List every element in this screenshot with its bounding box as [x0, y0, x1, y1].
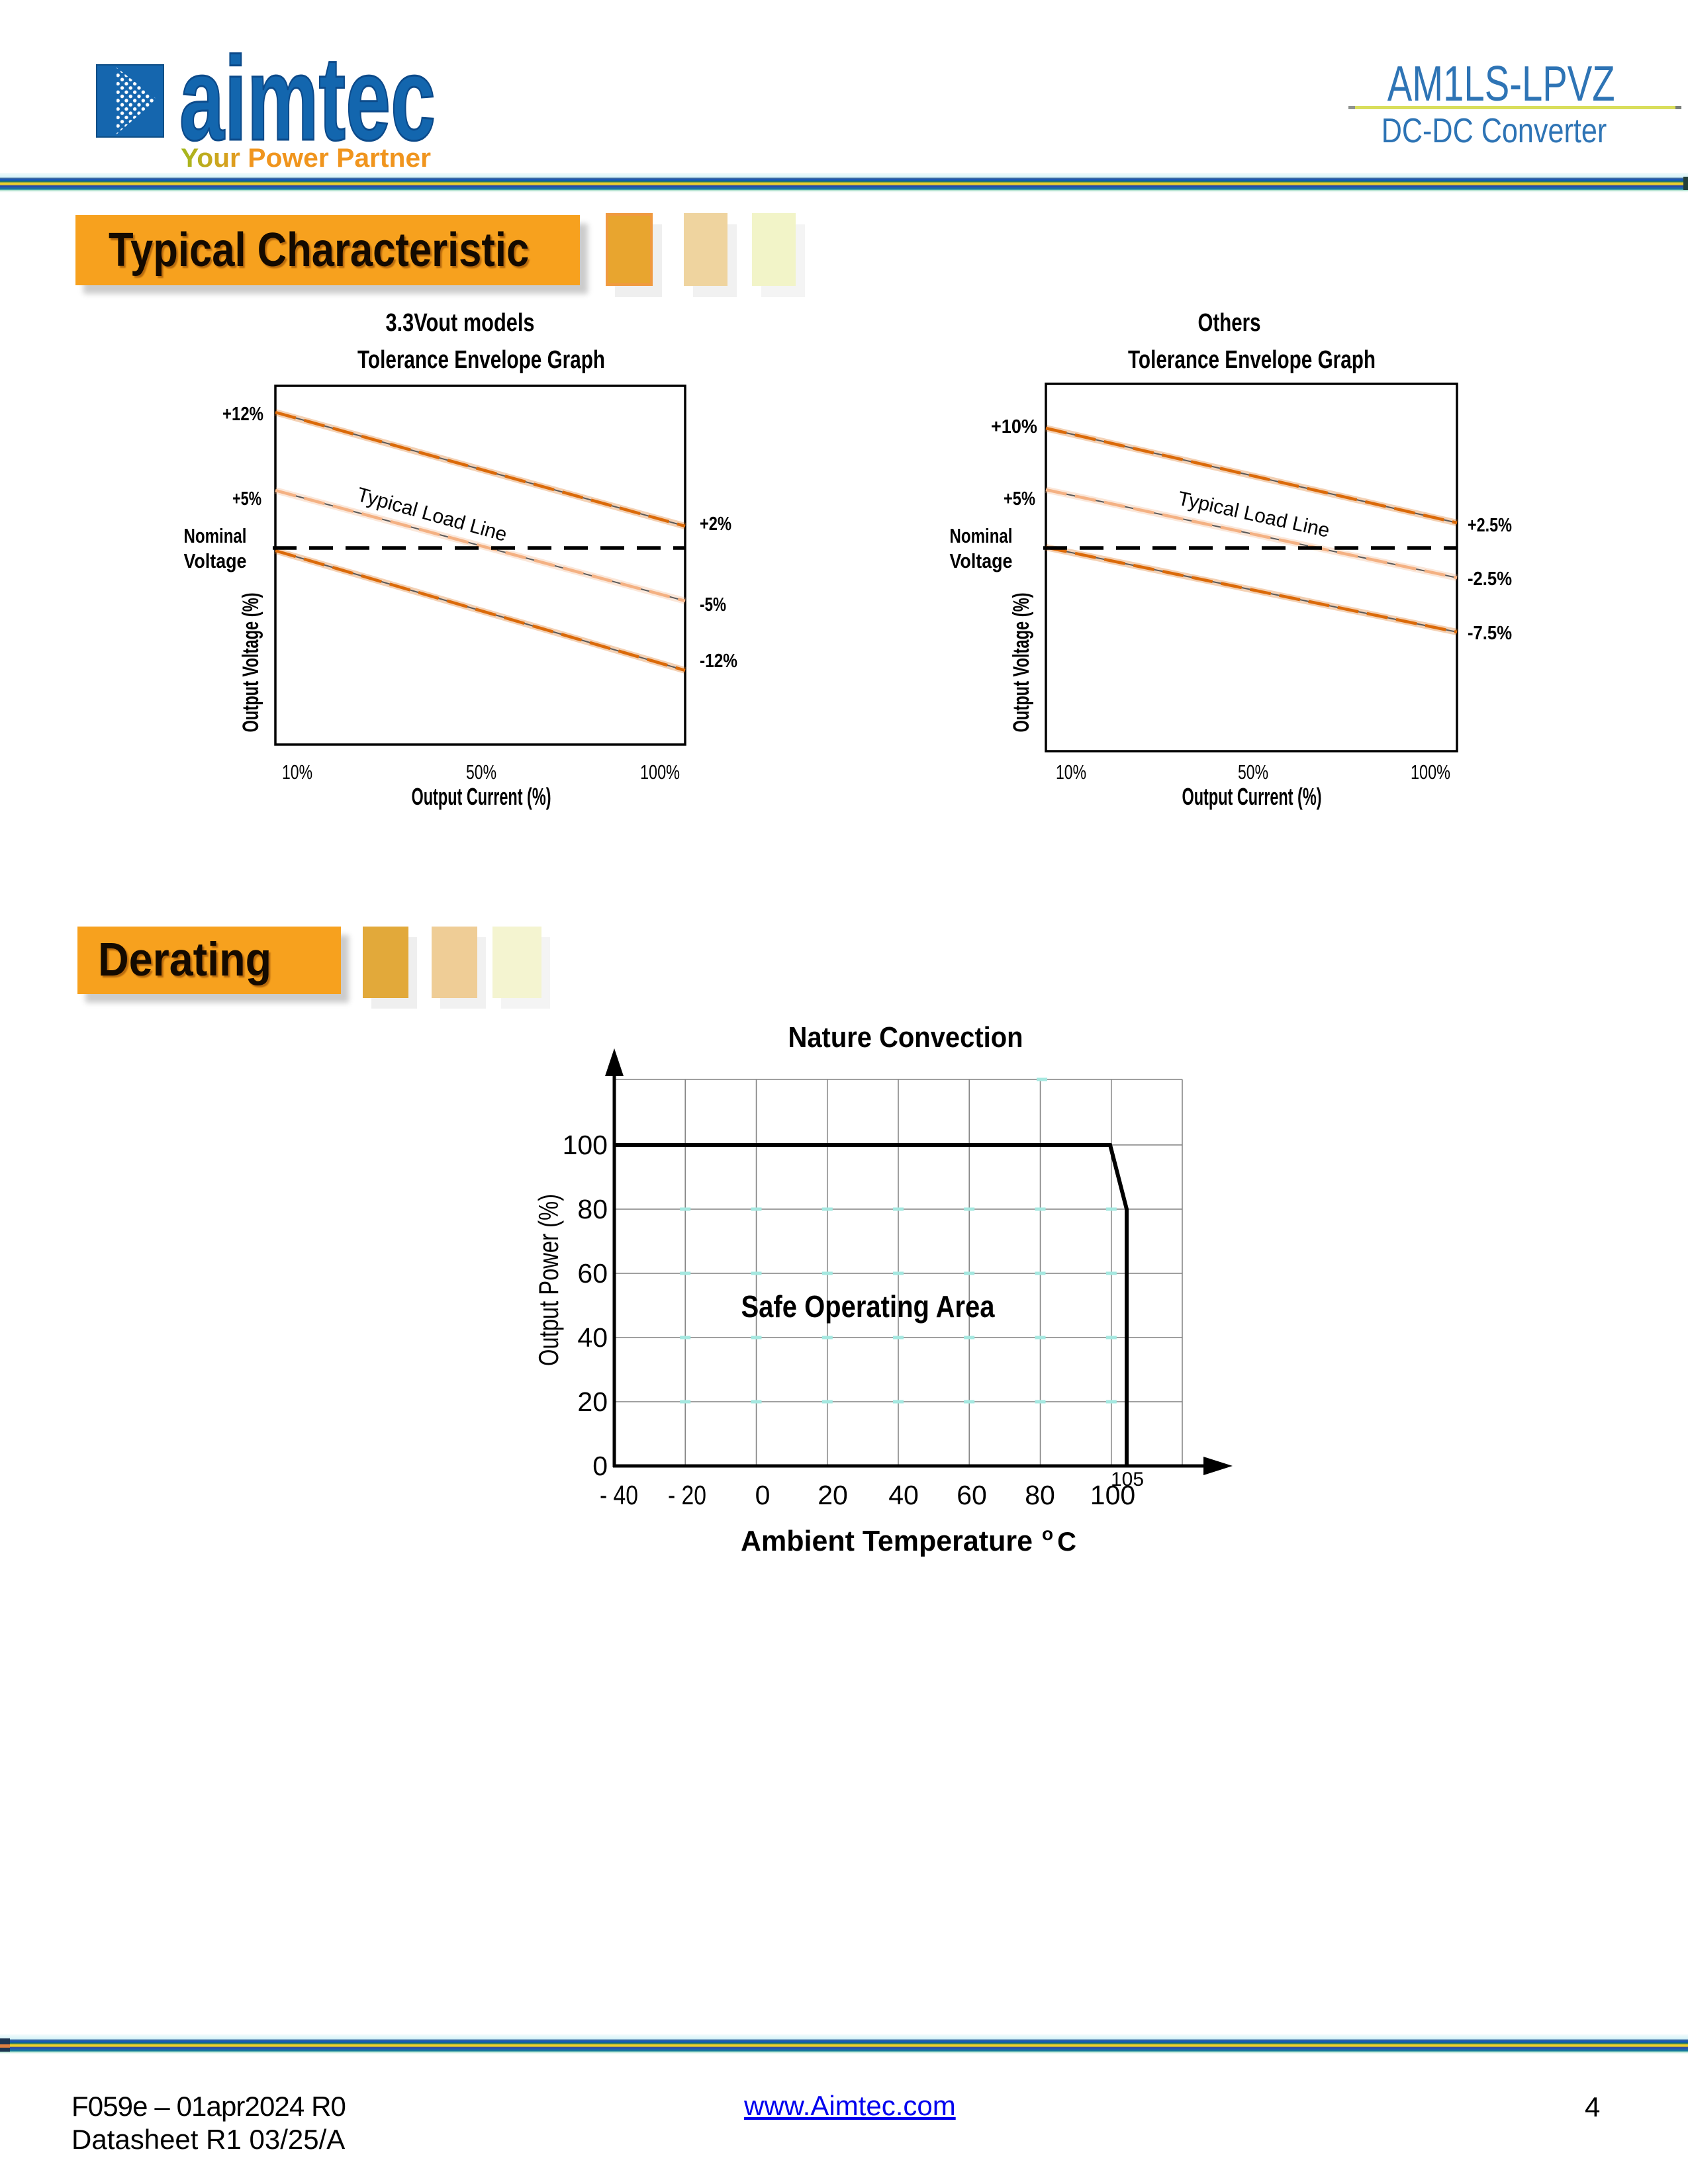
svg-text:80: 80 [577, 1194, 608, 1224]
svg-text:Output Current (%): Output Current (%) [412, 783, 551, 810]
svg-text:50%: 50% [466, 760, 496, 784]
svg-text:Nature Convection: Nature Convection [788, 1021, 1023, 1054]
svg-text:100: 100 [1090, 1480, 1135, 1510]
svg-text:10%: 10% [1056, 760, 1086, 784]
svg-text:-2.5%: -2.5% [1468, 569, 1512, 590]
svg-text:Your Power Partner: Your Power Partner [181, 144, 431, 173]
svg-text:100: 100 [563, 1130, 608, 1160]
svg-text:10%: 10% [282, 760, 312, 784]
svg-text:80: 80 [1025, 1480, 1055, 1510]
svg-text:40: 40 [577, 1322, 608, 1353]
svg-text:Tolerance Envelope Graph: Tolerance Envelope Graph [1128, 346, 1376, 374]
svg-text:-12%: -12% [700, 651, 737, 672]
svg-text:Output Voltage (%): Output Voltage (%) [238, 593, 263, 733]
svg-text:-5%: -5% [700, 594, 726, 615]
svg-text:Output Current (%): Output Current (%) [1182, 783, 1322, 810]
svg-text:+5%: +5% [1004, 488, 1035, 510]
svg-text:+2.5%: +2.5% [1468, 515, 1512, 536]
svg-text:- 40: - 40 [600, 1480, 638, 1510]
svg-text:aimtec: aimtec [179, 46, 436, 165]
svg-text:Nominal: Nominal [184, 524, 247, 547]
svg-text:3.3Vout models: 3.3Vout models [386, 309, 535, 337]
svg-text:20: 20 [577, 1387, 608, 1417]
svg-text:Voltage: Voltage [950, 549, 1013, 572]
svg-text:Tolerance Envelope Graph: Tolerance Envelope Graph [357, 346, 605, 374]
svg-text:+10%: +10% [991, 416, 1037, 437]
svg-text:105: 105 [1111, 1469, 1144, 1490]
svg-text:Voltage: Voltage [184, 549, 247, 572]
svg-text:+12%: +12% [222, 404, 263, 425]
svg-text:Output Power (%): Output Power (%) [533, 1194, 564, 1366]
svg-text:- 20: - 20 [668, 1480, 706, 1510]
svg-text:20: 20 [818, 1480, 848, 1510]
svg-text:+2%: +2% [700, 514, 731, 535]
svg-text:0: 0 [755, 1480, 771, 1510]
svg-text:Others: Others [1198, 309, 1261, 337]
svg-text:Output Voltage (%): Output Voltage (%) [1009, 593, 1034, 733]
svg-text:0: 0 [592, 1451, 608, 1481]
svg-text:-7.5%: -7.5% [1468, 623, 1512, 644]
svg-text:100%: 100% [1411, 760, 1450, 784]
svg-text:40: 40 [888, 1480, 919, 1510]
svg-text:50%: 50% [1238, 760, 1268, 784]
svg-text:Safe Operating Area: Safe Operating Area [741, 1289, 995, 1324]
svg-text:+5%: +5% [232, 488, 261, 510]
svg-text:60: 60 [577, 1258, 608, 1289]
svg-text:60: 60 [957, 1480, 987, 1510]
svg-text:100%: 100% [640, 760, 680, 784]
svg-text:Nominal: Nominal [950, 524, 1013, 547]
